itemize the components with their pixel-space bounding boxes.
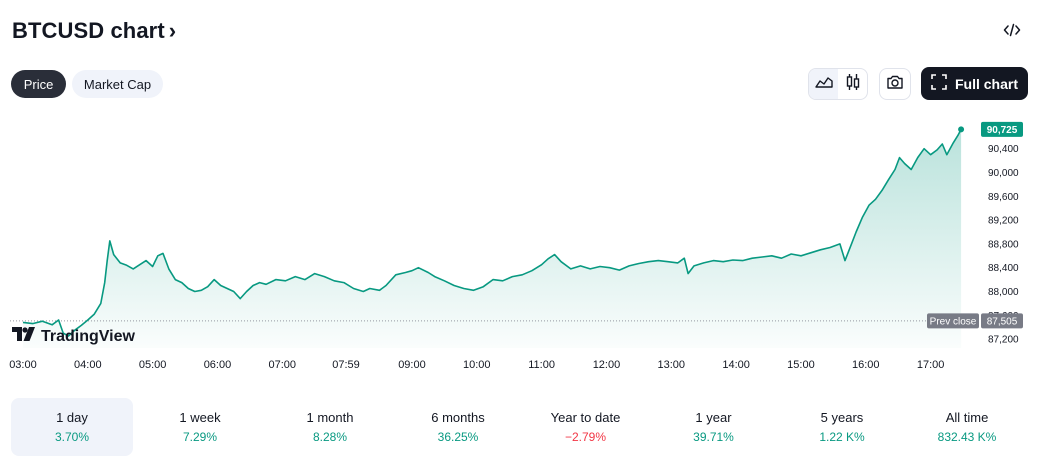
prev-close-tag xyxy=(927,313,979,329)
x-tick-label: 07:59 xyxy=(332,359,360,371)
period-change: −2.79% xyxy=(564,430,607,444)
y-tick-label: 87,200 xyxy=(988,335,1019,346)
y-tick-label: 88,400 xyxy=(988,263,1019,274)
tradingview-logo-icon xyxy=(12,327,36,346)
period-change: 8.28% xyxy=(312,430,348,444)
period-year-to-date[interactable]: Year to date −2.79% xyxy=(523,398,648,456)
y-tick-label: 90,400 xyxy=(988,144,1019,155)
period-change: 39.71% xyxy=(693,430,734,444)
y-tick-label: 89,600 xyxy=(988,192,1019,203)
area-chart-icon xyxy=(814,75,833,94)
period-change: 7.29% xyxy=(182,430,218,444)
period-change: 832.43 K% xyxy=(937,430,997,444)
period-all-time[interactable]: All time 832.43 K% xyxy=(905,398,1029,456)
period-change: 3.70% xyxy=(54,430,90,444)
chevron-right-icon: › xyxy=(168,18,177,43)
period-label: 1 year xyxy=(695,410,732,425)
x-tick-label: 03:00 xyxy=(9,359,37,371)
embed-code-button[interactable] xyxy=(998,20,1026,44)
x-tick-label: 13:00 xyxy=(658,359,686,371)
period-label: 1 day xyxy=(56,410,88,425)
code-icon xyxy=(1003,23,1021,42)
full-chart-label: Full chart xyxy=(954,75,1018,92)
period-change: 1.22 K% xyxy=(819,430,865,444)
period-label: 6 months xyxy=(431,410,485,425)
chart-title-link[interactable]: BTCUSD chart › xyxy=(12,18,176,44)
period-1-week[interactable]: 1 week 7.29% xyxy=(133,398,267,456)
tab-price[interactable]: Price xyxy=(11,70,66,98)
last-price-dot xyxy=(958,126,965,133)
period-6-months[interactable]: 6 months 36.25% xyxy=(393,398,523,456)
x-tick-label: 06:00 xyxy=(204,359,232,371)
price-line xyxy=(22,129,962,337)
period-label: Year to date xyxy=(550,410,621,425)
x-tick-label: 11:00 xyxy=(528,359,555,371)
period-1-day[interactable]: 1 day 3.70% xyxy=(11,398,133,456)
last-price-badge xyxy=(981,121,1023,137)
page-title: BTCUSD chart xyxy=(12,18,165,43)
period-label: All time xyxy=(945,410,989,425)
snapshot-button[interactable] xyxy=(879,68,911,100)
x-tick-label: 15:00 xyxy=(787,359,815,371)
x-tick-label: 16:00 xyxy=(852,359,880,371)
tradingview-logo-text: TradingView xyxy=(41,327,135,345)
period-label: 1 week xyxy=(179,410,221,425)
candles-icon xyxy=(845,73,861,96)
tradingview-logo[interactable]: TradingView xyxy=(12,327,135,346)
x-tick-label: 05:00 xyxy=(139,359,167,371)
period-label: 5 years xyxy=(820,410,864,425)
period-label: 1 month xyxy=(306,410,354,425)
x-tick-label: 14:00 xyxy=(722,359,750,371)
period-selector: 1 day 3.70% 1 week 7.29% 1 month 8.28% 6… xyxy=(11,398,1029,456)
fullscreen-icon xyxy=(931,74,947,93)
x-tick-label: 10:00 xyxy=(463,359,491,371)
period-1-month[interactable]: 1 month 8.28% xyxy=(267,398,393,456)
prev-close-badge xyxy=(981,313,1023,329)
camera-icon xyxy=(886,74,904,95)
chart-type-toggle xyxy=(808,68,868,100)
y-tick-label: 90,000 xyxy=(988,168,1019,179)
x-tick-label: 12:00 xyxy=(593,359,621,371)
prev-close-value: 87,505 xyxy=(987,316,1018,327)
candles-button[interactable] xyxy=(838,69,867,99)
y-tick-label: 88,800 xyxy=(988,239,1019,250)
price-chart-svg: 87,20087,60088,00088,40088,80089,20089,6… xyxy=(9,121,1023,371)
x-tick-label: 04:00 xyxy=(74,359,102,371)
price-chart[interactable]: 87,20087,60088,00088,40088,80089,20089,6… xyxy=(0,110,1048,375)
x-tick-label: 09:00 xyxy=(398,359,426,371)
x-tick-label: 07:00 xyxy=(269,359,297,371)
y-tick-label: 89,200 xyxy=(988,216,1019,227)
full-chart-button[interactable]: Full chart xyxy=(921,67,1028,100)
x-tick-label: 17:00 xyxy=(917,359,945,371)
tab-market-cap[interactable]: Market Cap xyxy=(72,70,163,98)
area-chart-button[interactable] xyxy=(809,69,838,99)
period-1-year[interactable]: 1 year 39.71% xyxy=(648,398,779,456)
period-5-years[interactable]: 5 years 1.22 K% xyxy=(779,398,905,456)
price-area-fill xyxy=(23,129,962,348)
y-tick-label: 88,000 xyxy=(988,287,1019,298)
last-price-label: 90,725 xyxy=(987,125,1018,136)
prev-close-text: Prev close xyxy=(930,316,977,327)
period-change: 36.25% xyxy=(437,430,479,444)
